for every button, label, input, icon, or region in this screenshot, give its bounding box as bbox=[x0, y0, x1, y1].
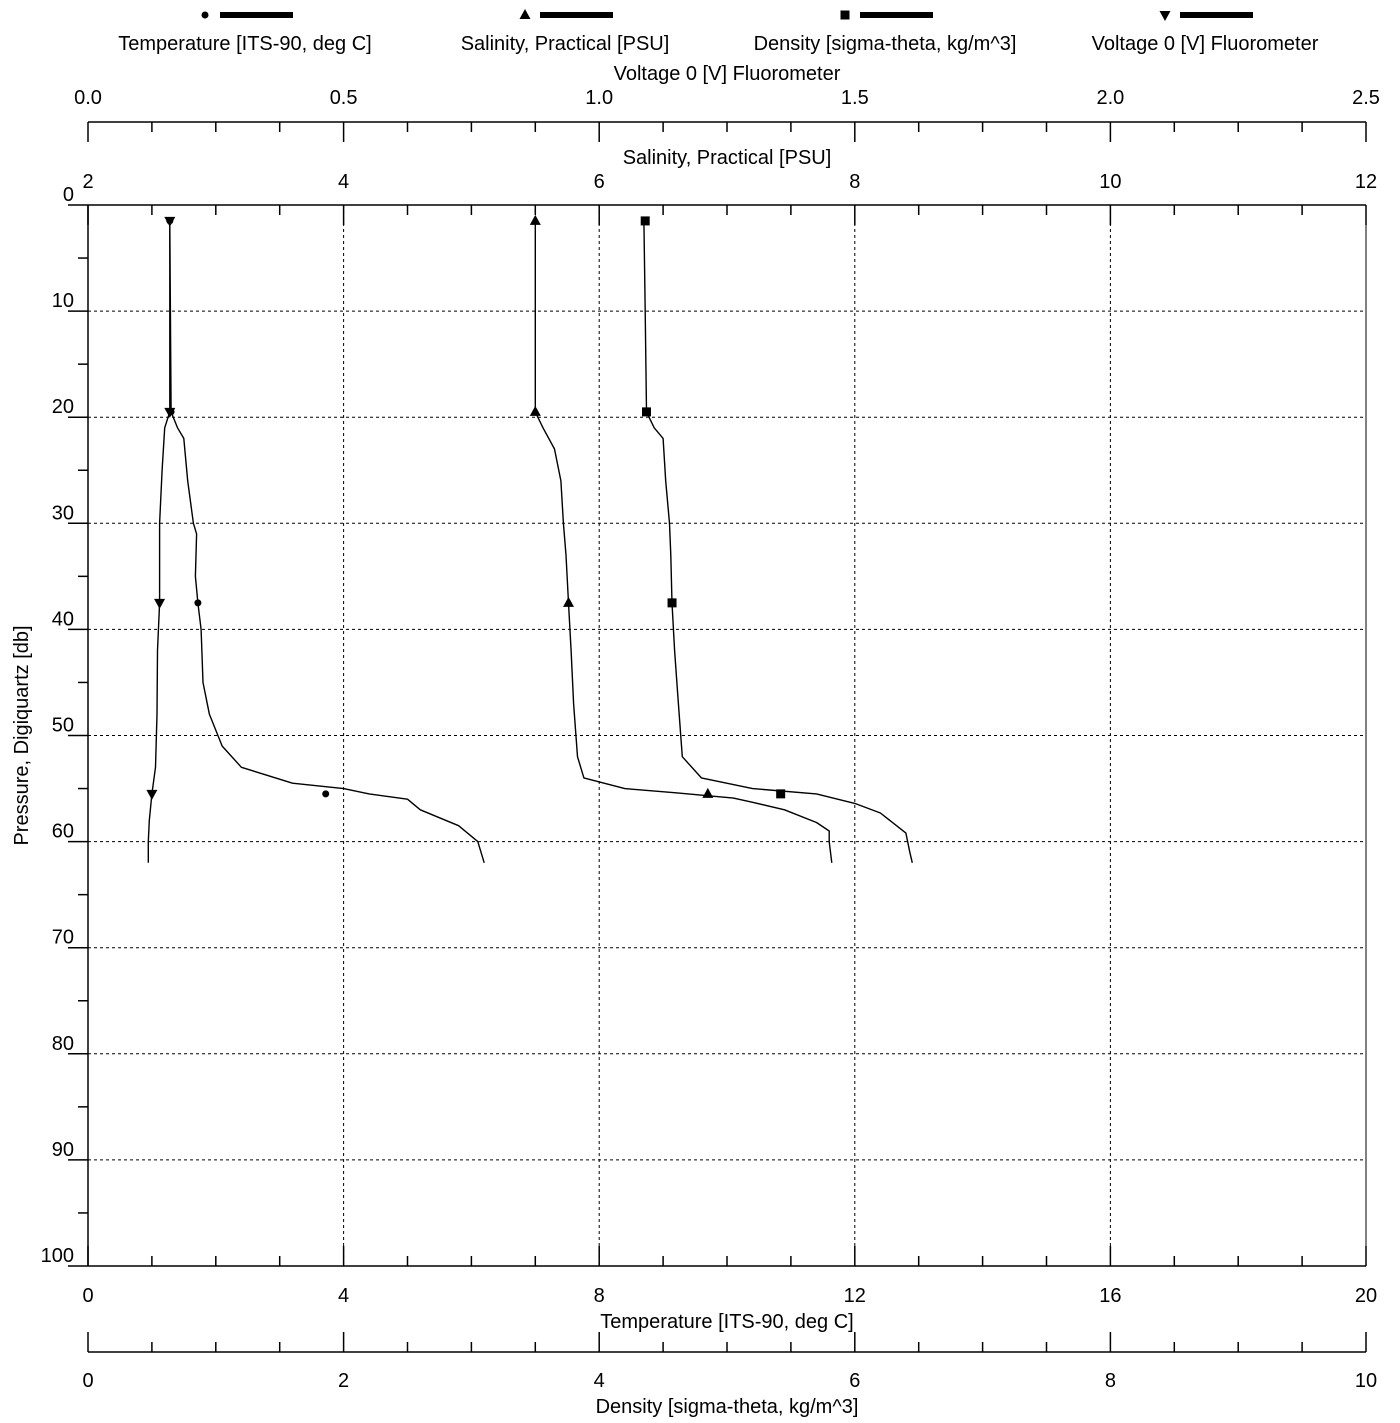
sal-axis-title: Salinity, Practical [PSU] bbox=[623, 147, 832, 169]
y-tick-label: 60 bbox=[52, 821, 74, 843]
y-tick-label: 90 bbox=[52, 1139, 74, 1161]
fluor-marker bbox=[164, 407, 176, 418]
y-tick-label: 50 bbox=[52, 715, 74, 737]
dens-legend-entry: Density [sigma-theta, kg/m^3] bbox=[754, 10, 1017, 55]
y-tick-label: 20 bbox=[52, 396, 74, 418]
dens-line bbox=[643, 220, 913, 863]
temp-axis-title: Temperature [ITS-90, deg C] bbox=[600, 1311, 853, 1333]
temp-tick-label: 8 bbox=[594, 1285, 605, 1307]
dens-marker bbox=[641, 407, 651, 417]
temp-axis: 0 4 8 12 16 20 Temperature [ITS-90, deg C] bbox=[82, 1246, 1377, 1333]
fluor-marker bbox=[146, 789, 158, 800]
fluor-tick-label: 1.0 bbox=[585, 87, 613, 109]
fluor-axis-title: Voltage 0 [V] Fluorometer bbox=[614, 63, 841, 85]
sal-marker bbox=[563, 596, 575, 607]
fluor-marker bbox=[154, 598, 166, 609]
fluor-legend-label: Voltage 0 [V] Fluorometer bbox=[1092, 33, 1319, 55]
dens-legend-marker bbox=[840, 10, 850, 20]
fluor-legend-entry: Voltage 0 [V] Fluorometer bbox=[1092, 11, 1319, 55]
sal-marker bbox=[529, 214, 541, 225]
temp-tick-label: 16 bbox=[1099, 1285, 1121, 1307]
fluor-tick-label: 1.5 bbox=[841, 87, 869, 109]
temp-tick-label: 0 bbox=[82, 1285, 93, 1307]
y-tick-label: 30 bbox=[52, 502, 74, 524]
dens-axis-title: Density [sigma-theta, kg/m^3] bbox=[596, 1396, 859, 1418]
fluor-tick-label: 2.5 bbox=[1352, 87, 1380, 109]
dens-marker bbox=[776, 789, 786, 799]
dens-marker bbox=[640, 216, 650, 226]
y-tick-label: 70 bbox=[52, 927, 74, 949]
sal-legend-entry: Salinity, Practical [PSU] bbox=[461, 9, 670, 55]
fluor-legend-swatch bbox=[1180, 12, 1253, 18]
dens-series bbox=[640, 216, 913, 863]
dens-tick-label: 10 bbox=[1355, 1370, 1377, 1392]
temp-line bbox=[169, 220, 485, 864]
temp-legend-entry: Temperature [ITS-90, deg C] bbox=[118, 11, 372, 55]
plot-frame bbox=[87, 204, 1367, 1267]
temp-legend-swatch bbox=[220, 12, 293, 18]
sal-marker bbox=[529, 405, 541, 416]
sal-legend-marker bbox=[519, 9, 531, 19]
dens-marker bbox=[667, 598, 677, 608]
fluor-tick-label: 0.0 bbox=[74, 87, 102, 109]
y-axis-title: Pressure, Digiquartz [db] bbox=[11, 625, 33, 845]
dens-legend-swatch bbox=[860, 12, 933, 18]
temp-marker bbox=[322, 790, 330, 798]
sal-line bbox=[534, 220, 833, 863]
dens-axis: 0 2 4 6 8 10 Density [sigma-theta, kg/m^3] bbox=[82, 1332, 1377, 1418]
sal-tick-label: 6 bbox=[594, 171, 605, 193]
dens-tick-label: 6 bbox=[849, 1370, 860, 1392]
sal-legend-label: Salinity, Practical [PSU] bbox=[461, 33, 670, 55]
sal-tick-label: 8 bbox=[849, 171, 860, 193]
dens-tick-label: 0 bbox=[82, 1370, 93, 1392]
grid bbox=[88, 205, 1366, 1266]
series-layer bbox=[146, 214, 913, 864]
temp-legend-label: Temperature [ITS-90, deg C] bbox=[118, 33, 371, 55]
temp-tick-label: 4 bbox=[338, 1285, 349, 1307]
sal-series bbox=[529, 214, 833, 863]
temp-marker bbox=[194, 599, 202, 607]
legend: Temperature [ITS-90, deg C] Salinity, Pra… bbox=[118, 9, 1319, 55]
fluor-marker bbox=[164, 216, 176, 227]
dens-tick-label: 2 bbox=[338, 1370, 349, 1392]
temp-tick-label: 20 bbox=[1355, 1285, 1377, 1307]
sal-tick-label: 4 bbox=[338, 171, 349, 193]
y-tick-label: 10 bbox=[52, 290, 74, 312]
sal-legend-swatch bbox=[540, 12, 613, 18]
y-tick-label: 100 bbox=[41, 1245, 74, 1267]
temp-series bbox=[166, 217, 485, 864]
sal-axis: 2 4 6 8 10 12 Salinity, Practical [PSU] bbox=[82, 147, 1377, 225]
sal-tick-label: 12 bbox=[1355, 171, 1377, 193]
sal-tick-label: 2 bbox=[82, 171, 93, 193]
fluor-tick-label: 2.0 bbox=[1096, 87, 1124, 109]
temp-legend-marker bbox=[201, 11, 209, 19]
fluor-tick-label: 0.5 bbox=[330, 87, 358, 109]
temp-tick-label: 12 bbox=[844, 1285, 866, 1307]
fluor-legend-marker bbox=[1159, 11, 1171, 21]
y-tick-label: 80 bbox=[52, 1033, 74, 1055]
y-tick-label: 40 bbox=[52, 608, 74, 630]
fluor-axis: 0.0 0.5 1.0 1.5 2.0 2.5 Voltage 0 [V] Fluorome… bbox=[74, 63, 1380, 142]
fluor-series bbox=[146, 216, 176, 863]
sal-marker bbox=[702, 787, 714, 798]
sal-tick-label: 10 bbox=[1099, 171, 1121, 193]
dens-tick-label: 4 bbox=[594, 1370, 605, 1392]
y-tick-label: 0 bbox=[63, 184, 74, 206]
fluor-line bbox=[147, 220, 171, 863]
dens-legend-label: Density [sigma-theta, kg/m^3] bbox=[754, 33, 1017, 55]
dens-tick-label: 8 bbox=[1105, 1370, 1116, 1392]
